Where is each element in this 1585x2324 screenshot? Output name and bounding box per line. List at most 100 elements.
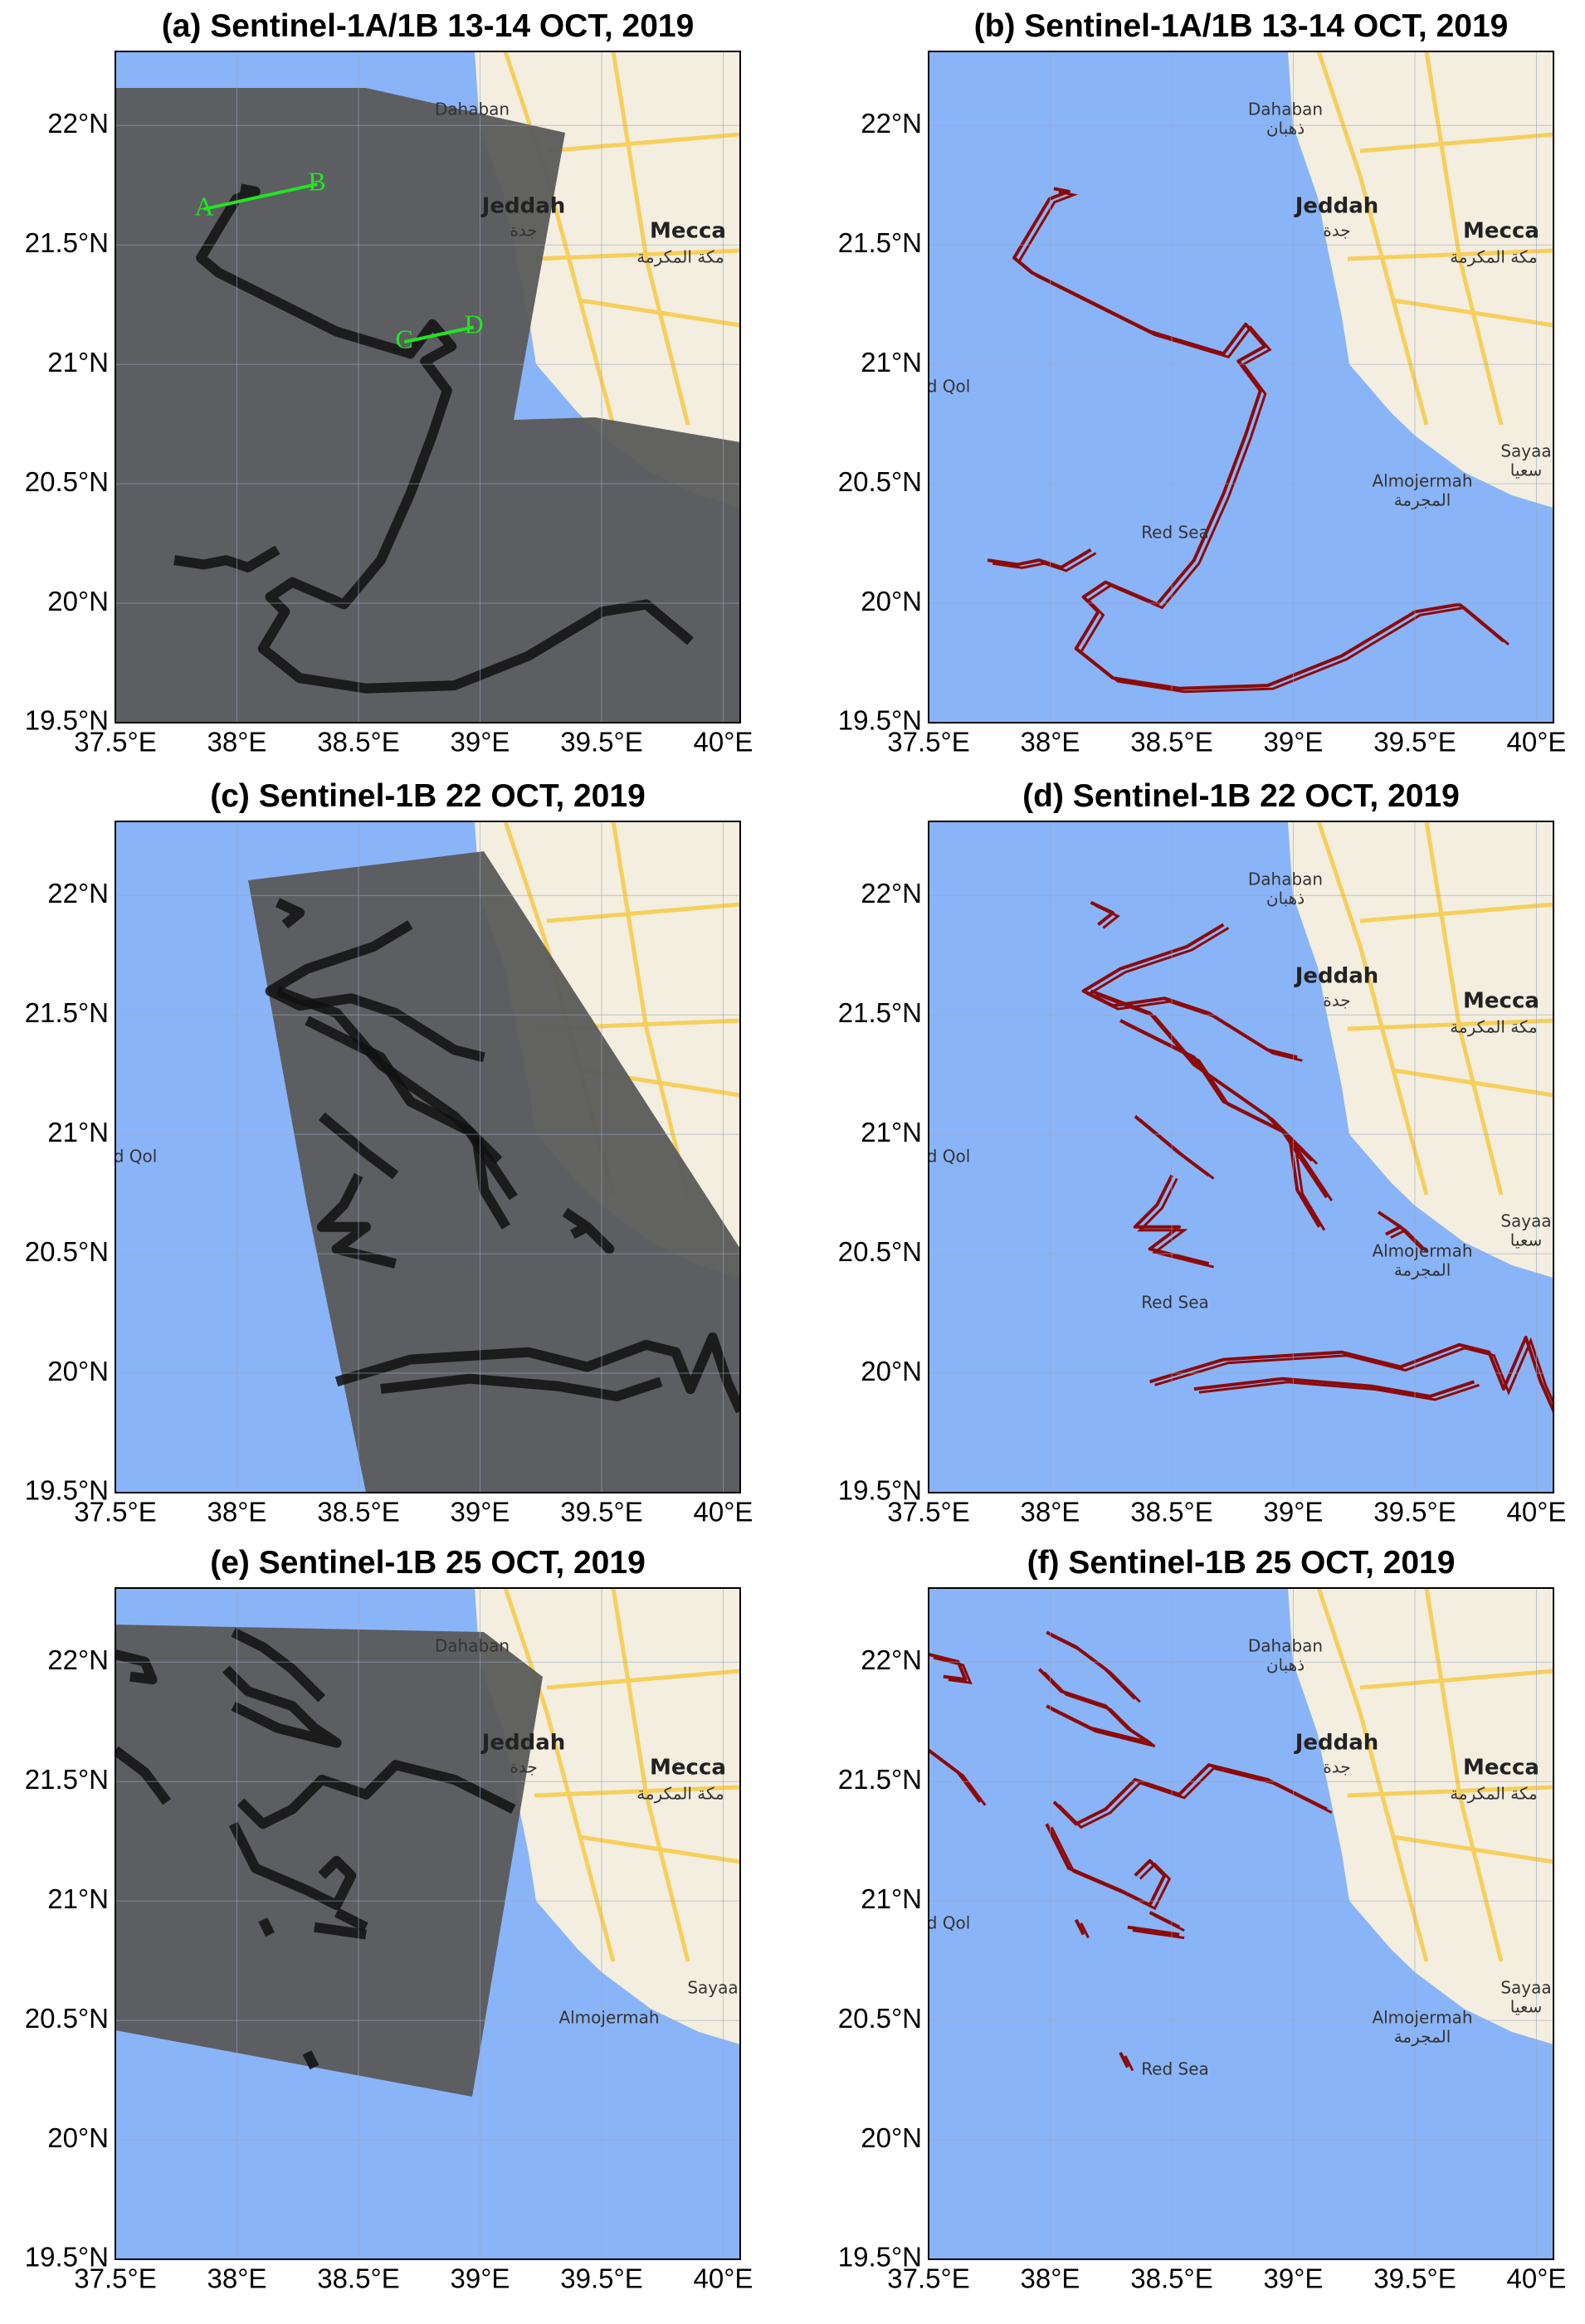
- road: [1392, 298, 1553, 328]
- y-tick-label: 21.5°N: [25, 1764, 109, 1795]
- place-label: جدة: [1323, 221, 1350, 241]
- y-tick-label: 19.5°N: [25, 2242, 109, 2273]
- place-label: Sayaa: [1500, 1211, 1551, 1231]
- place-label: Mecca: [650, 219, 726, 244]
- transect-line: [203, 182, 318, 212]
- place-label: مكة المكرمة: [1450, 247, 1538, 267]
- x-tick-label: 39°E: [451, 2263, 510, 2294]
- slick-outline: [1074, 1918, 1085, 1936]
- x-tick-label: 38.5°E: [317, 2263, 399, 2294]
- place-label: سعيا: [1510, 460, 1543, 480]
- x-tick-label: 40°E: [694, 1497, 753, 1527]
- y-tick-label: 20.5°N: [25, 466, 109, 497]
- panel-frame: [928, 821, 1554, 1493]
- oil-slick: [237, 1760, 516, 1829]
- place-label: Dahaban: [1248, 100, 1323, 119]
- place-label: جدة: [1323, 991, 1350, 1011]
- road: [1347, 248, 1553, 261]
- place-label: مكة المكرمة: [1450, 1017, 1538, 1037]
- place-label: Dahaban: [435, 100, 510, 119]
- y-tick-label: 21°N: [47, 1117, 109, 1147]
- slick-outline: [929, 1653, 968, 1682]
- y-tick-label: 20°N: [47, 2122, 109, 2153]
- panel-title: (f) Sentinel-1B 25 OCT, 2019: [1027, 1545, 1456, 1581]
- land: [1288, 821, 1553, 1278]
- slick-outline: [1124, 1022, 1334, 1201]
- y-tick-label: 20°N: [861, 2122, 922, 2153]
- y-tick-label: 20°N: [47, 586, 109, 616]
- y-tick-label: 20°N: [861, 1356, 922, 1386]
- x-tick-label: 39°E: [1264, 727, 1324, 758]
- panel-frame: [928, 51, 1554, 724]
- y-tick-label: 20.5°N: [25, 2003, 109, 2034]
- oil-slick: [471, 1138, 511, 1230]
- slick-outline: [1017, 190, 1509, 694]
- y-tick-label: 21.5°N: [838, 997, 922, 1028]
- oil-slick: [380, 1373, 663, 1401]
- y-tick-label: 22°N: [861, 878, 922, 909]
- place-label: سعيا: [1510, 1230, 1543, 1250]
- oil-slick: [334, 1332, 740, 1414]
- slick-outline: [1051, 1634, 1141, 1703]
- slick-outline: [933, 1656, 973, 1685]
- y-tick-label: 21.5°N: [838, 227, 922, 258]
- slick-outline: [1080, 1922, 1090, 1939]
- y-tick-label: 22°N: [47, 1644, 109, 1675]
- road: [1359, 1669, 1553, 1690]
- x-tick-label: 37.5°E: [887, 1497, 969, 1527]
- place-label: مكة المكرمة: [636, 247, 724, 267]
- x-tick-label: 37.5°E: [887, 727, 969, 758]
- y-tick-label: 20.5°N: [838, 1236, 922, 1267]
- panel-frame: [115, 1587, 741, 2260]
- slick-outline: [1293, 1141, 1326, 1231]
- x-tick-label: 39°E: [451, 727, 510, 758]
- road: [1316, 51, 1429, 426]
- y-tick-label: 19.5°N: [838, 705, 922, 736]
- road: [1424, 821, 1504, 1196]
- y-tick-label: 20.5°N: [838, 2003, 922, 2034]
- y-tick-label: 21.5°N: [25, 227, 109, 258]
- x-tick-label: 39.5°E: [560, 2263, 642, 2294]
- slick-outline: [933, 1752, 987, 1806]
- place-label: d Qol: [927, 1147, 971, 1167]
- x-tick-label: 38°E: [1021, 727, 1080, 758]
- place-label: جدة: [1323, 1757, 1350, 1777]
- oil-slick: [314, 1922, 367, 1940]
- x-tick-label: 38.5°E: [317, 1497, 399, 1527]
- x-tick-label: 39°E: [1264, 2263, 1324, 2294]
- place-label: Sayaa: [1500, 1978, 1551, 1998]
- y-tick-label: 19.5°N: [25, 705, 109, 736]
- panel-frame: [928, 1587, 1554, 2260]
- y-tick-label: 21.5°N: [25, 997, 109, 1028]
- place-label: D: [464, 309, 483, 339]
- land: [475, 1588, 740, 2044]
- oil-slick: [265, 920, 485, 1063]
- place-label: جدة: [510, 1757, 537, 1777]
- place-label: ذهبان: [1266, 889, 1305, 909]
- place-label: d Qol: [927, 377, 971, 397]
- y-tick-label: 19.5°N: [838, 1475, 922, 1506]
- place-label: d Qol: [114, 1147, 158, 1167]
- x-tick-label: 38.5°E: [1130, 2263, 1212, 2294]
- x-tick-label: 37.5°E: [887, 2263, 969, 2294]
- place-label: Dahaban: [1248, 870, 1323, 889]
- place-label: Sayaa: [687, 1978, 738, 1998]
- slick-outline: [1050, 1826, 1172, 1911]
- road: [579, 298, 740, 328]
- slick-outline: [1198, 1381, 1480, 1401]
- y-tick-label: 21.5°N: [838, 1764, 922, 1795]
- place-label: Red Sea: [1141, 2059, 1209, 2079]
- place-label: مكة المكرمة: [1450, 1784, 1538, 1804]
- slick-outline: [1119, 2051, 1129, 2068]
- x-tick-label: 40°E: [694, 2263, 753, 2294]
- slick-outline: [1132, 1929, 1185, 1940]
- y-tick-label: 22°N: [861, 1644, 922, 1675]
- place-label: Sayaa: [1500, 441, 1551, 461]
- y-tick-label: 21°N: [47, 347, 109, 378]
- oil-slick: [258, 1917, 275, 1937]
